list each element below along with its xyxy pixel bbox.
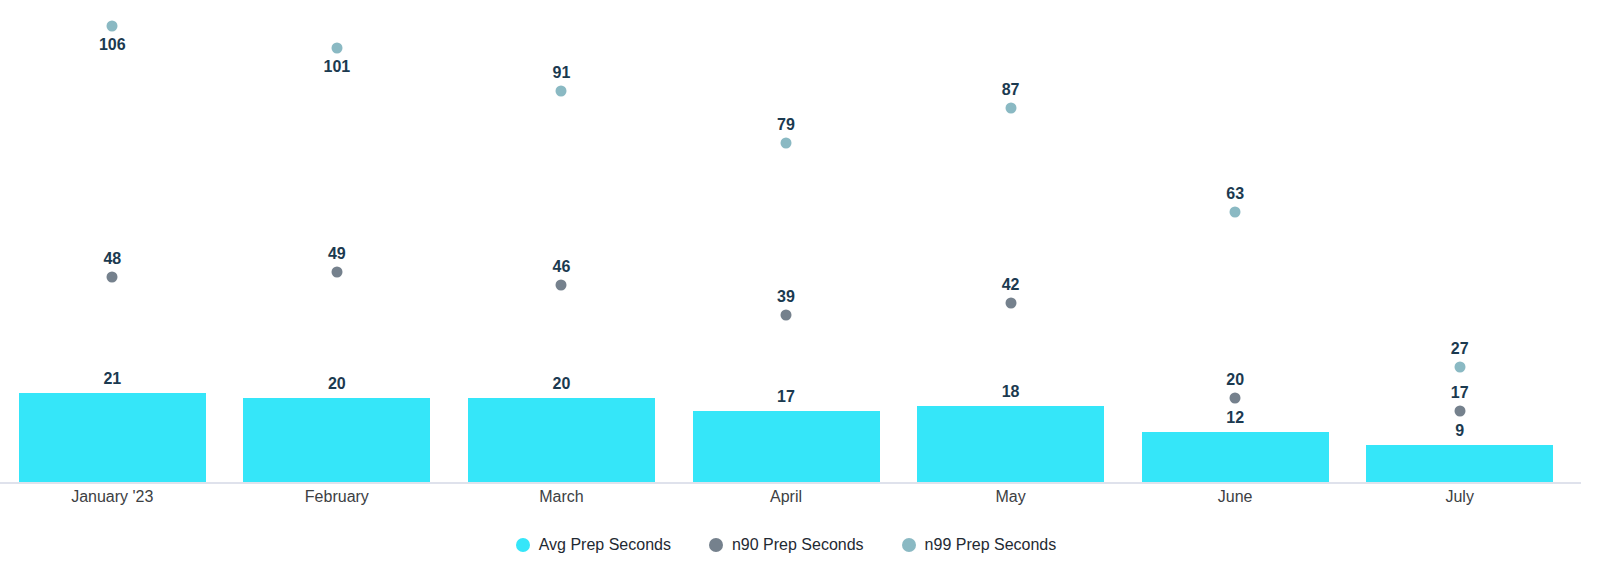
legend-item-label: n90 Prep Seconds xyxy=(732,536,864,554)
x-axis-label: June xyxy=(1165,488,1305,506)
n90-value-label: 49 xyxy=(302,246,372,262)
plot-area: 21 48 106 20 49 101 20 46 91 17 39 79 18 42 87 12 20 63 9 1… xyxy=(0,0,1572,484)
n99-point[interactable] xyxy=(781,137,792,148)
n90-value-label: 46 xyxy=(526,259,596,275)
n99-value-label: 63 xyxy=(1200,186,1270,202)
x-axis-label: February xyxy=(267,488,407,506)
n90-value-label: 20 xyxy=(1200,372,1270,388)
bar-value-label: 12 xyxy=(1200,410,1270,426)
n99-value-label: 79 xyxy=(751,117,821,133)
n90-point[interactable] xyxy=(556,280,567,291)
n90-value-label: 17 xyxy=(1425,385,1495,401)
n99-point[interactable] xyxy=(331,42,342,53)
x-axis-line xyxy=(0,482,1581,484)
bar-value-label: 20 xyxy=(302,376,372,392)
legend-swatch-circle-icon xyxy=(709,538,723,552)
prep-seconds-chart: 21 48 106 20 49 101 20 46 91 17 39 79 18 42 87 12 20 63 9 1… xyxy=(0,0,1600,581)
n90-point[interactable] xyxy=(1230,392,1241,403)
n90-point[interactable] xyxy=(1005,297,1016,308)
bar[interactable] xyxy=(917,406,1104,482)
x-axis-label: January '23 xyxy=(42,488,182,506)
n90-point[interactable] xyxy=(1454,405,1465,416)
bar[interactable] xyxy=(1366,445,1553,482)
legend: Avg Prep Seconds n90 Prep Seconds n99 Prep… xyxy=(0,536,1572,554)
n99-value-label: 101 xyxy=(302,59,372,75)
n90-point[interactable] xyxy=(781,310,792,321)
x-axis-label: March xyxy=(491,488,631,506)
legend-item[interactable]: n99 Prep Seconds xyxy=(902,536,1057,554)
legend-item-label: Avg Prep Seconds xyxy=(539,536,671,554)
legend-item[interactable]: n90 Prep Seconds xyxy=(709,536,864,554)
n90-value-label: 48 xyxy=(77,251,147,267)
x-axis-label: May xyxy=(941,488,1081,506)
legend-item[interactable]: Avg Prep Seconds xyxy=(516,536,671,554)
n90-value-label: 42 xyxy=(976,277,1046,293)
n99-point[interactable] xyxy=(1230,206,1241,217)
n99-point[interactable] xyxy=(1005,103,1016,114)
n90-point[interactable] xyxy=(107,271,118,282)
bar-value-label: 9 xyxy=(1425,423,1495,439)
bar[interactable] xyxy=(243,398,430,482)
n99-value-label: 91 xyxy=(526,65,596,81)
n99-value-label: 27 xyxy=(1425,341,1495,357)
bar-value-label: 18 xyxy=(976,384,1046,400)
legend-item-label: n99 Prep Seconds xyxy=(925,536,1057,554)
bar[interactable] xyxy=(468,398,655,482)
bar[interactable] xyxy=(693,411,880,482)
n99-point[interactable] xyxy=(556,85,567,96)
x-axis-label: July xyxy=(1390,488,1530,506)
legend-swatch-circle-icon xyxy=(902,538,916,552)
n90-value-label: 39 xyxy=(751,289,821,305)
x-axis-label: April xyxy=(716,488,856,506)
n99-point[interactable] xyxy=(1454,362,1465,373)
n99-value-label: 106 xyxy=(77,37,147,53)
n99-point[interactable] xyxy=(107,20,118,31)
bar[interactable] xyxy=(1142,432,1329,482)
bar-value-label: 21 xyxy=(77,371,147,387)
bar-value-label: 20 xyxy=(526,376,596,392)
bar-value-label: 17 xyxy=(751,389,821,405)
n90-point[interactable] xyxy=(331,267,342,278)
legend-swatch-circle-icon xyxy=(516,538,530,552)
bar[interactable] xyxy=(19,393,206,482)
n99-value-label: 87 xyxy=(976,82,1046,98)
